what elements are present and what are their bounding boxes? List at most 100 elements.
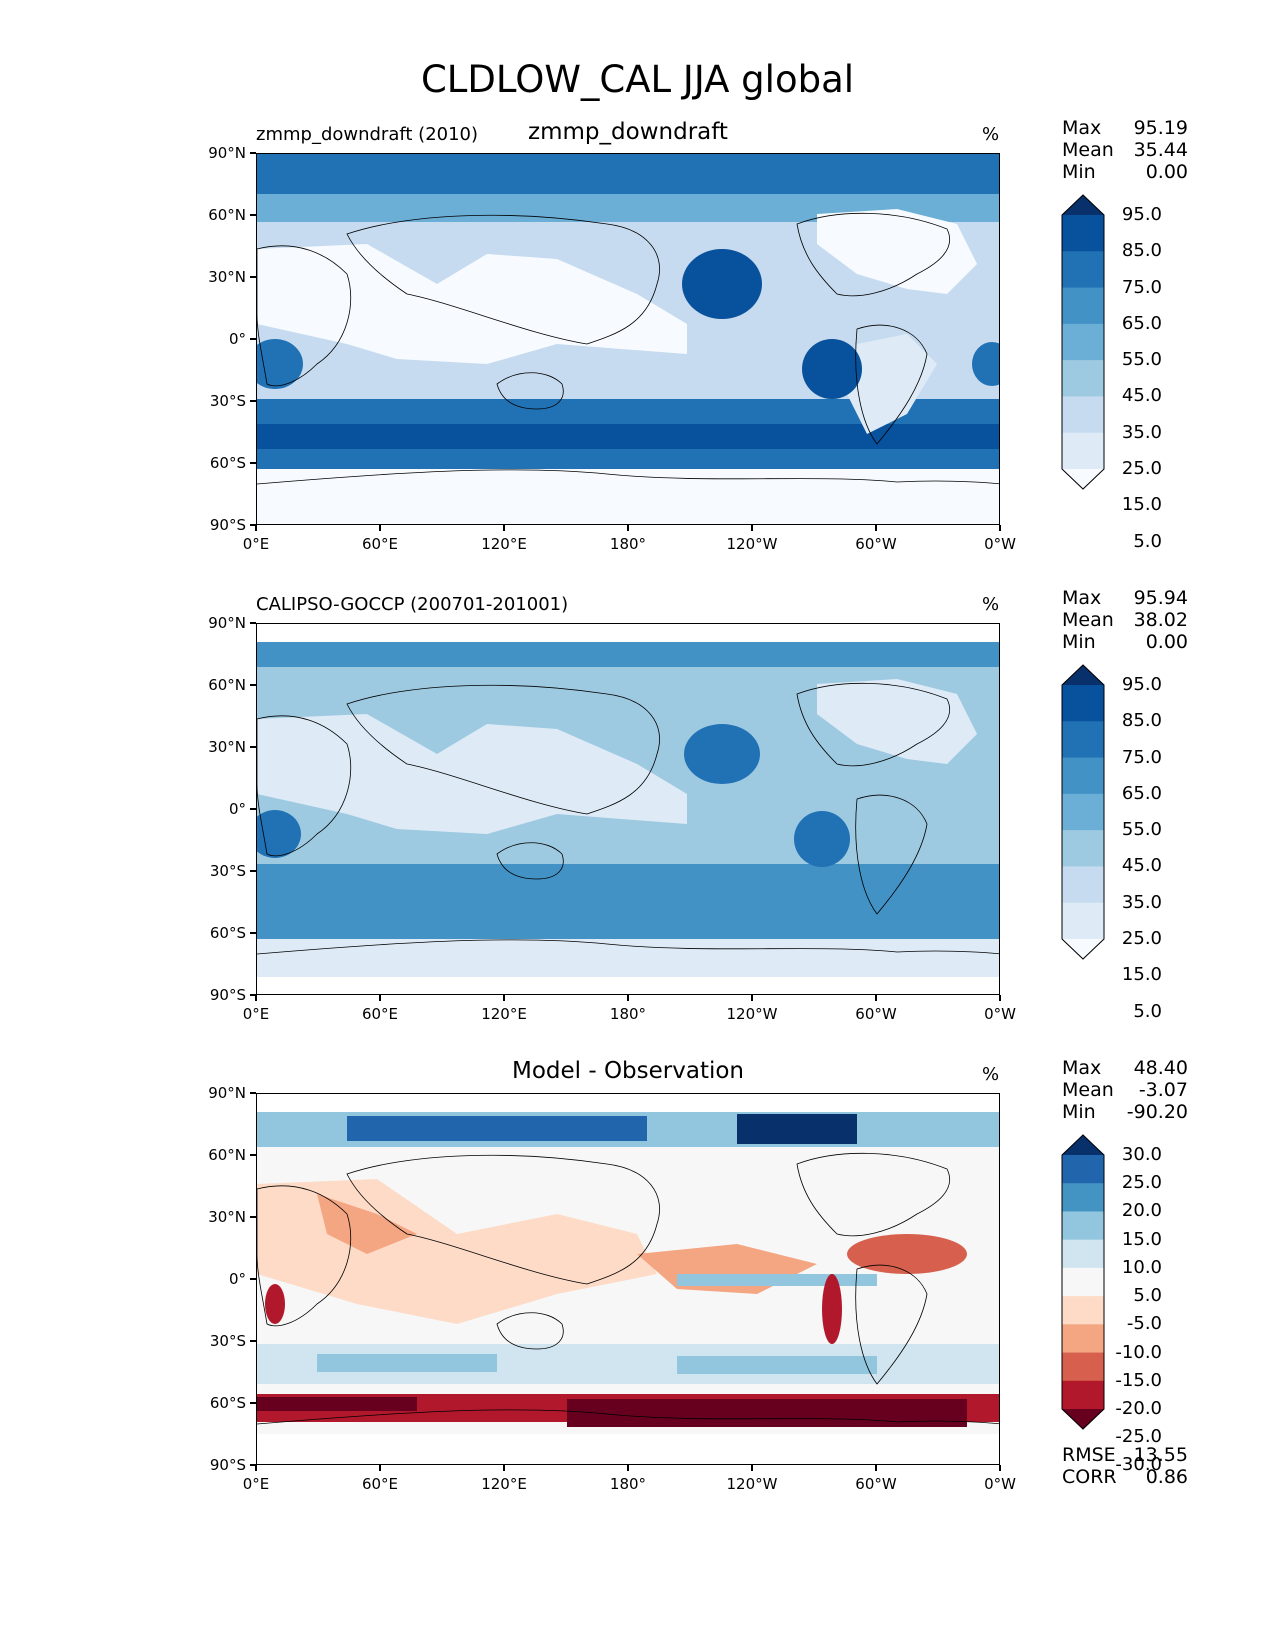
colorbar-tick-label: 85.0 [1121, 710, 1162, 732]
lon-tick-label: 120°W [726, 535, 778, 553]
colorbar-segment [1062, 1324, 1104, 1354]
antarctica-low-cloud [257, 469, 999, 524]
map-model [256, 153, 1000, 525]
colorbar-tick-label: 25.0 [1121, 1172, 1162, 1194]
lon-tick-label: 180° [609, 1005, 647, 1023]
lat-tick-label: 60°S [209, 454, 246, 472]
colorbar-tick-label: 25.0 [1121, 928, 1162, 949]
lat-tick-mark [250, 746, 256, 748]
lon-tick-label: 0°E [242, 1005, 270, 1023]
lon-tick-label: 120°E [481, 535, 527, 553]
panel-left-title: zmmp_downdraft (2010) [256, 124, 479, 145]
colorbar-tick-label: -20.0 [1115, 1398, 1162, 1419]
stat-value-mean: -3.07 [1138, 1079, 1188, 1101]
lat-tick-mark [250, 1092, 256, 1094]
lat-tick-mark [250, 622, 256, 624]
lon-tick-mark [999, 1465, 1001, 1471]
colorbar-segment [1062, 396, 1104, 434]
units-label: % [982, 594, 1000, 615]
colorbar-tick-label: -5.0 [1126, 1313, 1162, 1335]
colorbar-segment [1062, 685, 1104, 722]
colorbar [1061, 1134, 1105, 1430]
lat-tick-label: 90°N [208, 614, 246, 632]
colorbar-segment [1062, 757, 1104, 795]
stat-value-min: 0.00 [1145, 631, 1188, 653]
lon-tick-label: 60°W [855, 1475, 897, 1493]
colorbar-segment [1062, 1380, 1104, 1410]
lat-tick-label: 30°N [208, 1208, 246, 1226]
lon-tick-label: 0°W [984, 1475, 1016, 1493]
lon-tick-mark [379, 1465, 381, 1471]
colorbar-tick-label: -25.0 [1115, 1426, 1162, 1448]
colorbar-tick-label: 15.0 [1121, 964, 1162, 986]
colorbar-segment [1062, 1211, 1104, 1241]
lat-tick-label: 30°N [208, 738, 246, 756]
colorbar-segment [1062, 721, 1104, 759]
stat-label-max: Max [1062, 587, 1102, 609]
colorbar-tick-label: 15.0 [1121, 494, 1162, 516]
lon-tick-label: 60°W [855, 535, 897, 553]
colorbar-segment [1062, 432, 1104, 470]
colorbar-tick-label: 65.0 [1121, 782, 1162, 804]
stat-value-max: 48.40 [1133, 1057, 1188, 1079]
lat-tick-mark [250, 870, 256, 872]
colorbar-segment [1062, 1183, 1104, 1212]
lat-tick-label: 90°S [209, 516, 246, 534]
lon-tick-label: 0°W [984, 1005, 1016, 1023]
stat-value-rmse: 13.55 [1133, 1444, 1188, 1466]
colorbar-segment [1062, 830, 1104, 867]
lon-tick-label: 0°E [242, 1475, 270, 1493]
lat-tick-label: 0° [228, 330, 246, 348]
ne-pacific-stratocumulus [684, 724, 760, 784]
stat-label-rmse: RMSE [1062, 1444, 1116, 1466]
panel-center-title: Model - Observation [511, 1058, 745, 1084]
lat-tick-label: 90°N [208, 144, 246, 162]
colorbar-segment [1062, 866, 1104, 904]
lon-tick-mark [999, 525, 1001, 531]
lon-tick-label: 0°E [242, 535, 270, 553]
lon-tick-mark [627, 525, 629, 531]
lat-tick-mark [250, 1154, 256, 1156]
colorbar-segment [1062, 360, 1104, 397]
lat-tick-mark [250, 400, 256, 402]
lat-tick-mark [250, 152, 256, 154]
stat-label-corr: CORR [1062, 1466, 1117, 1488]
stat-value-max: 95.94 [1133, 587, 1188, 609]
stat-label-min: Min [1062, 1101, 1096, 1123]
lat-tick-mark [250, 1216, 256, 1218]
colorbar-extend-max [1062, 665, 1104, 685]
colorbar-tick-label: 65.0 [1121, 312, 1162, 334]
southern-ocean-cloud-band [257, 864, 999, 939]
lat-tick-mark [250, 994, 256, 996]
lat-tick-label: 60°N [208, 1146, 246, 1164]
colorbar-segment [1062, 1239, 1104, 1269]
lat-tick-mark [250, 338, 256, 340]
stat-label-mean: Mean [1062, 609, 1114, 631]
colorbar-extend-min [1062, 469, 1104, 489]
lon-tick-label: 120°E [481, 1475, 527, 1493]
lon-tick-mark [255, 525, 257, 531]
lat-tick-mark [250, 1464, 256, 1466]
figure-title: CLDLOW_CAL JJA global [420, 58, 855, 101]
lat-tick-mark [250, 1278, 256, 1280]
colorbar-tick-label: 85.0 [1121, 240, 1162, 262]
antarctica-low-cloud [257, 939, 999, 977]
colorbar-tick-label: 35.0 [1121, 891, 1162, 913]
lon-tick-label: 60°E [361, 1005, 399, 1023]
colorbar-segment [1062, 793, 1104, 831]
lat-tick-label: 60°N [208, 676, 246, 694]
se-pacific-stratocumulus [802, 339, 862, 399]
colorbar [1061, 664, 1105, 960]
colorbar-tick-label: 10.0 [1121, 1256, 1162, 1278]
lon-tick-label: 60°E [361, 535, 399, 553]
lon-tick-mark [255, 1465, 257, 1471]
colorbar-segment [1062, 323, 1104, 361]
colorbar-tick-label: 35.0 [1121, 421, 1162, 443]
lat-tick-label: 90°S [209, 1456, 246, 1474]
lat-tick-mark [250, 1402, 256, 1404]
colorbar-segment [1062, 1352, 1104, 1382]
lon-tick-mark [627, 995, 629, 1001]
stat-label-mean: Mean [1062, 139, 1114, 161]
se-atlantic-bias [265, 1284, 285, 1324]
colorbar-tick-label: 75.0 [1121, 746, 1162, 768]
